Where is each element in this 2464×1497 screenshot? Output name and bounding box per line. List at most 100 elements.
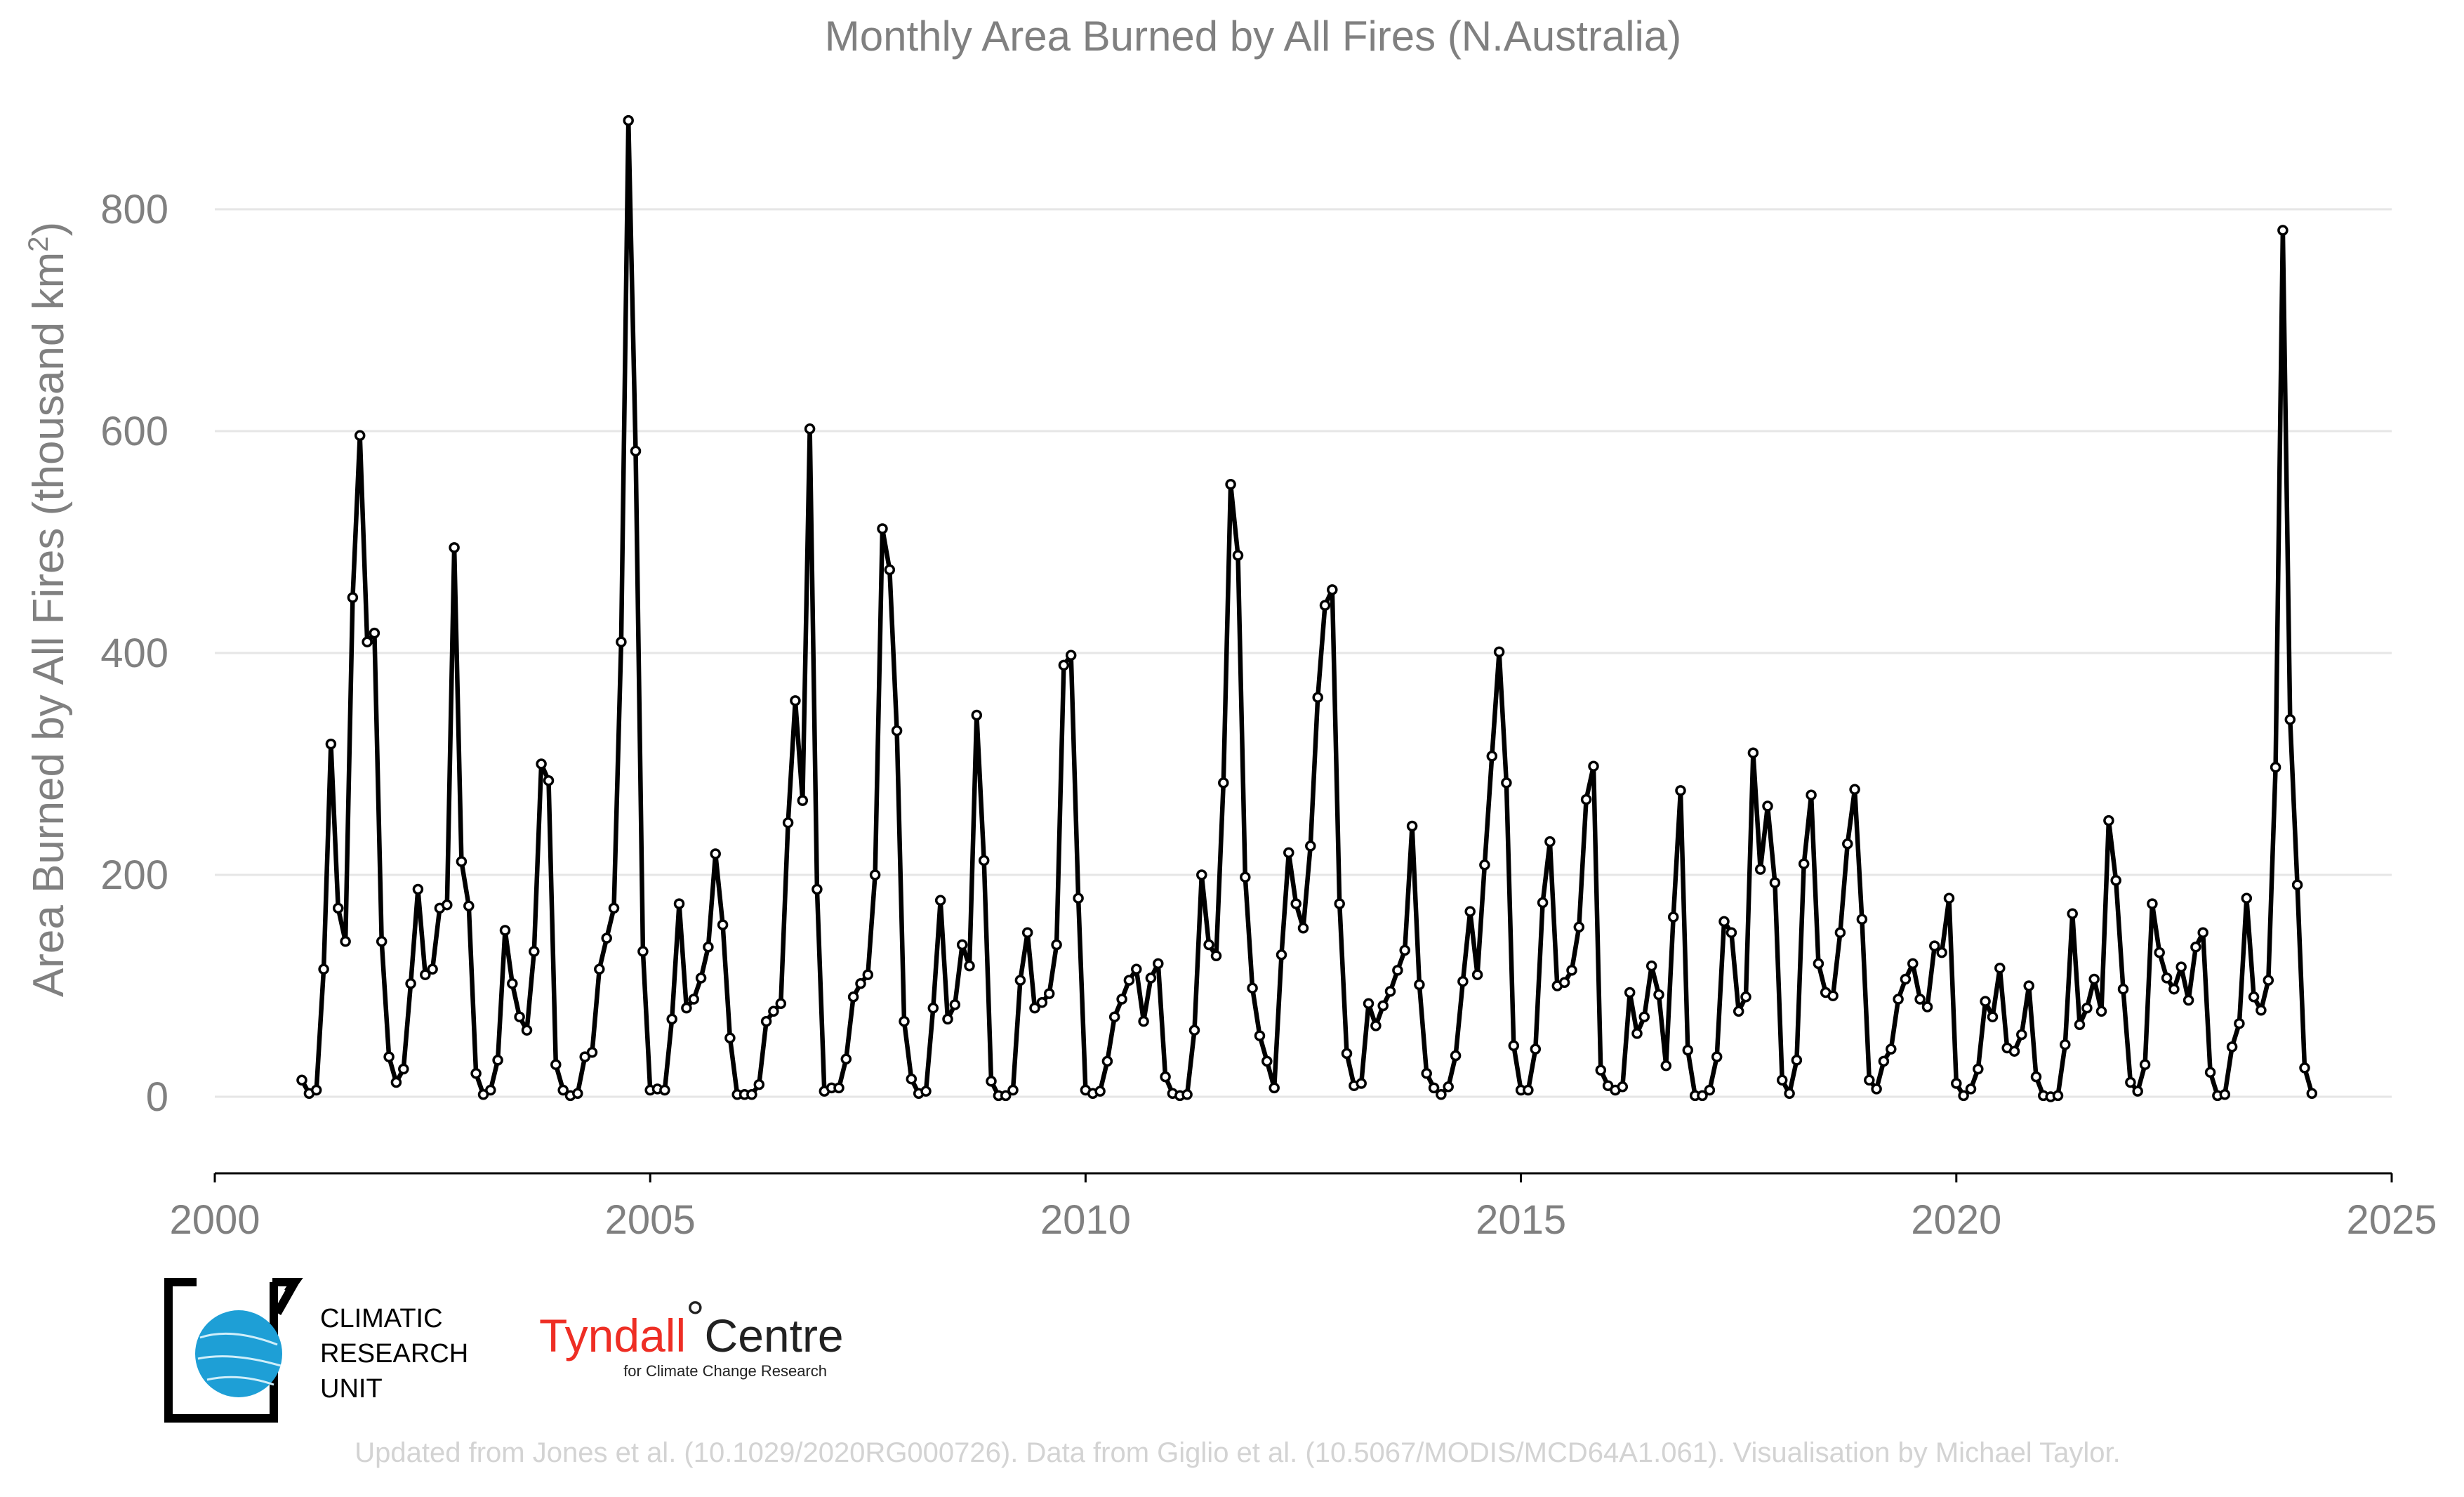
data-point [1464,906,1476,917]
data-point [1007,1084,1019,1096]
data-point [1247,982,1258,994]
data-point [1849,784,1860,796]
data-point [1356,1078,1367,1089]
data-point [1073,892,1084,904]
data-point [1421,1068,1432,1079]
y-axis-label: Area Burned by All Fires (thousand km2) [23,222,73,997]
data-point [1363,998,1375,1010]
data-point [688,994,699,1005]
data-point [442,899,453,911]
data-point [2175,961,2187,972]
x-ticks: 2000 2005 2010 2015 2020 2025 [169,1173,2437,1243]
data-point [1973,1063,1984,1075]
data-point [340,936,351,947]
data-point [964,960,975,972]
data-point [376,936,388,947]
data-point [412,883,424,895]
data-point [1762,800,1773,812]
data-point [934,895,946,906]
data-point [942,1013,953,1025]
data-point [681,1002,692,1014]
data-point [1638,1011,1650,1022]
data-point [862,969,874,980]
data-point [2008,1046,2020,1057]
data-point [2132,1086,2143,1097]
data-point [1726,927,1737,938]
data-point [2263,975,2274,986]
data-point [1769,877,1781,888]
data-point [1965,1083,1977,1095]
data-point [499,925,511,936]
data-point [1406,820,1418,832]
data-point [1101,1055,1113,1067]
data-point [492,1055,503,1066]
data-point [1733,1005,1744,1017]
data-point [427,963,438,975]
data-point [383,1051,395,1062]
data-point [1269,1082,1280,1094]
data-point [1065,649,1077,661]
data-point [1261,1055,1273,1067]
x-tick-label-2005: 2005 [605,1197,696,1243]
data-point [1058,659,1070,671]
data-point [1145,972,1157,984]
tyndall-wordmark: Tyndall°Centre [539,1291,844,1361]
data-point [550,1059,562,1070]
data-point [1856,914,1868,925]
data-point [2139,1059,2151,1070]
data-point [1479,859,1490,871]
data-point [1580,793,1592,805]
data-point [1740,991,1751,1003]
data-point [1153,958,1164,970]
data-point [710,848,721,859]
cru-line-3: UNIT [320,1374,383,1404]
chart-title: Monthly Area Burned by All Fires (N.Aust… [825,13,1681,60]
data-point [703,941,714,953]
data-point [2060,1038,2071,1050]
data-point [362,636,373,647]
data-point [2270,761,2281,773]
data-point [2125,1076,2136,1088]
data-point [507,978,518,989]
data-point [1943,892,1955,904]
data-point [2154,947,2165,958]
data-point [536,758,547,770]
data-point [2204,1067,2216,1078]
data-point [855,978,866,989]
data-point [543,774,555,786]
data-point [804,423,816,435]
data-point [2161,972,2173,984]
y-tick-label-800: 800 [100,187,168,232]
data-point [1617,1081,1629,1093]
data-point [1508,1040,1520,1052]
data-point [956,939,968,951]
data-point [1645,960,1657,972]
data-point [666,1013,677,1025]
data-point [1181,1089,1193,1100]
y-tick-label-0: 0 [146,1074,168,1120]
x-tick-label-2010: 2010 [1040,1197,1131,1243]
data-point [2088,973,2100,985]
data-point [1218,777,1229,789]
data-point [906,1073,918,1085]
data-point [1471,969,1483,980]
tyndall-degree: ° [686,1291,704,1343]
data-point [2074,1019,2086,1031]
data-point [746,1089,757,1100]
data-point [1341,1048,1353,1060]
data-point [318,963,329,975]
data-point [1871,1083,1882,1095]
data-point [398,1063,409,1075]
data-point [2183,994,2194,1006]
data-point [601,932,612,944]
data-point [586,1047,598,1058]
y-tick-label-400: 400 [100,631,168,676]
series-line [300,118,2314,1100]
data-point [1675,785,1686,796]
data-point [623,114,634,126]
data-point [1094,1086,1106,1097]
data-point [1653,989,1664,1001]
tyndall-centre: Centre [705,1310,844,1361]
data-point [1958,1090,1969,1102]
